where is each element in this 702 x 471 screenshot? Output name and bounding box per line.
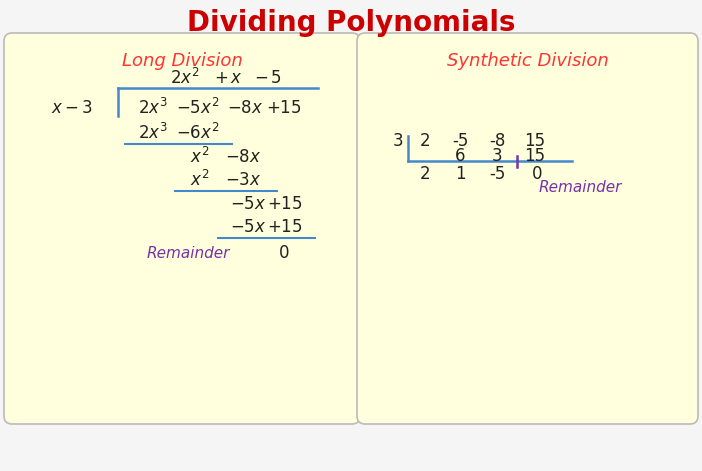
Text: $-6x^2$: $-6x^2$: [176, 123, 220, 143]
FancyBboxPatch shape: [4, 33, 360, 424]
Text: $x^2$: $x^2$: [190, 147, 210, 167]
Text: $-8x$: $-8x$: [225, 148, 261, 166]
Text: -5: -5: [452, 132, 468, 150]
Text: 0: 0: [531, 165, 542, 183]
FancyBboxPatch shape: [357, 33, 698, 424]
Text: 15: 15: [524, 132, 545, 150]
Text: 2: 2: [420, 132, 430, 150]
Text: Remainder: Remainder: [538, 180, 622, 195]
Text: $x-3$: $x-3$: [51, 99, 93, 117]
Text: $3$: $3$: [392, 132, 404, 150]
Text: -8: -8: [489, 132, 505, 150]
Text: $-5x^2$: $-5x^2$: [176, 98, 220, 118]
Text: $+\,x$: $+\,x$: [213, 69, 242, 87]
Text: 1: 1: [455, 165, 465, 183]
Text: 3: 3: [491, 147, 503, 165]
Text: $+15$: $+15$: [267, 195, 303, 213]
Text: $+15$: $+15$: [267, 218, 303, 236]
Text: Long Division: Long Division: [121, 52, 242, 70]
Text: $x^2$: $x^2$: [190, 170, 210, 190]
Text: -5: -5: [489, 165, 505, 183]
Text: 15: 15: [524, 147, 545, 165]
Text: $-3x$: $-3x$: [225, 171, 261, 189]
Text: Dividing Polynomials: Dividing Polynomials: [187, 9, 515, 37]
Text: $-5x$: $-5x$: [230, 195, 266, 213]
Text: 6: 6: [455, 147, 465, 165]
Text: $-\,5$: $-\,5$: [254, 69, 282, 87]
Text: Remainder: Remainder: [146, 245, 230, 260]
Text: $0$: $0$: [278, 244, 290, 262]
Text: $-8x$: $-8x$: [227, 99, 263, 117]
Text: 2: 2: [420, 165, 430, 183]
Text: $2x^2$: $2x^2$: [171, 68, 200, 88]
Text: Synthetic Division: Synthetic Division: [447, 52, 609, 70]
Text: $+15$: $+15$: [266, 99, 302, 117]
Text: $-5x$: $-5x$: [230, 218, 266, 236]
Text: $2x^3$: $2x^3$: [138, 123, 168, 143]
Text: $2x^3$: $2x^3$: [138, 98, 168, 118]
